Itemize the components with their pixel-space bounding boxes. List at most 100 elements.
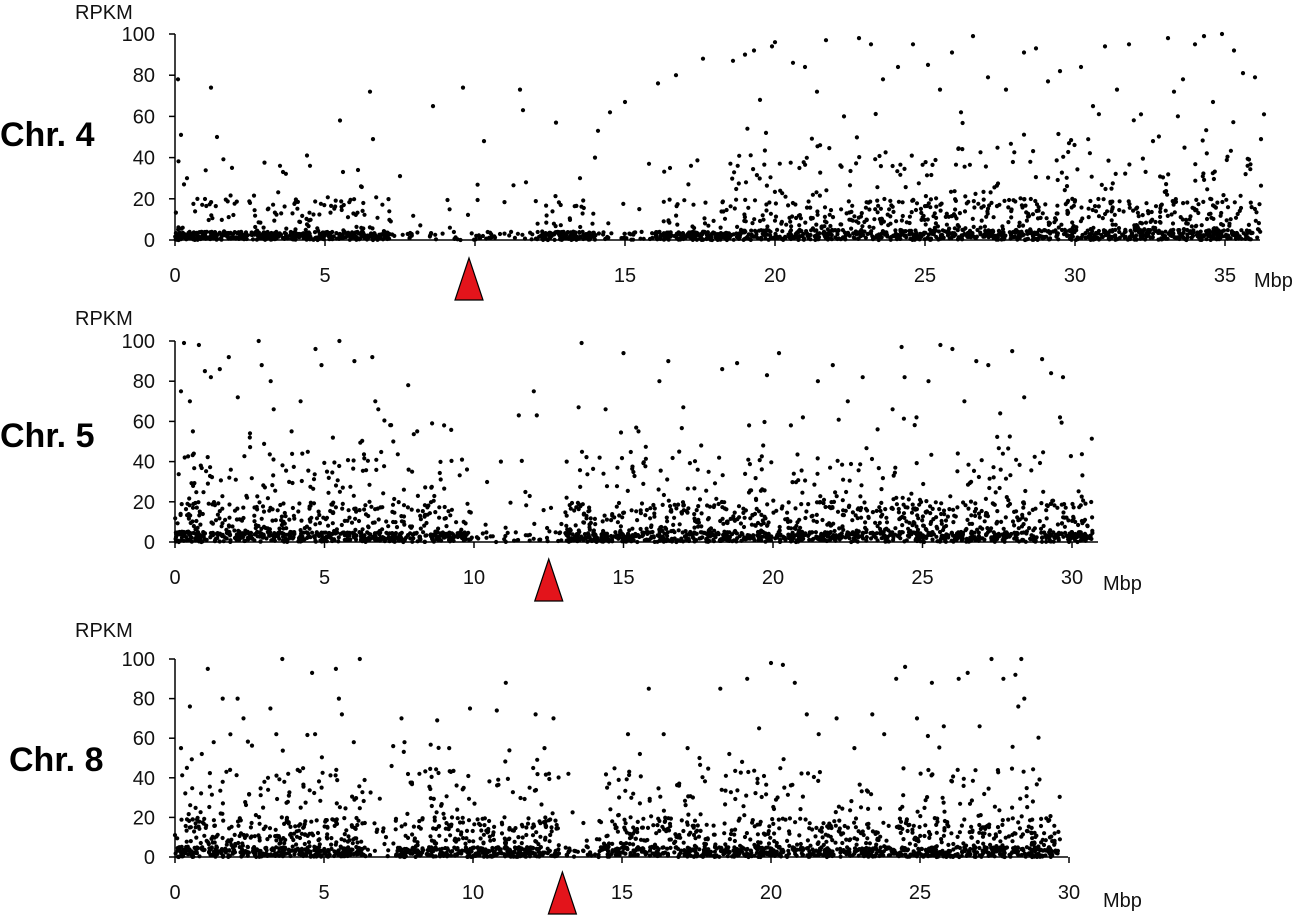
data-point [1009,232,1014,237]
data-point [567,217,573,222]
data-point [1204,151,1209,156]
data-point [1034,535,1039,540]
data-point [702,221,708,226]
data-point [422,523,427,528]
data-point [909,228,914,233]
x-tick-label: 25 [909,882,931,904]
data-point [955,451,960,456]
data-point [345,215,351,220]
data-point [197,513,202,518]
data-point [592,237,598,242]
data-point [1030,507,1035,512]
data-point [220,534,225,539]
data-point [206,217,211,223]
y-tick-label: 80 [133,65,155,87]
data-point [852,214,857,219]
data-point [391,519,396,525]
data-point [851,531,857,536]
data-point [524,503,529,508]
data-point [201,490,206,495]
data-point [732,170,737,175]
data-point [532,521,537,527]
data-point [962,164,967,169]
data-point [1219,31,1225,37]
data-point [220,521,225,526]
data-point [1224,157,1229,163]
data-point [998,467,1003,472]
data-point [967,162,973,167]
data-point [451,229,456,235]
data-point [773,214,779,219]
data-point [1023,488,1028,494]
data-point [976,530,981,535]
data-point [971,468,977,473]
x-tick-label: 15 [611,882,633,904]
data-point [333,483,339,488]
data-point [868,199,873,204]
data-point [1121,209,1126,214]
data-point [502,200,507,205]
data-point [692,231,697,236]
data-point [833,490,838,495]
data-point [995,145,1000,150]
data-point [1117,199,1122,204]
data-point [1254,210,1259,215]
data-point [647,798,652,803]
data-point [1170,199,1175,204]
data-point [800,490,805,495]
data-point [558,223,563,228]
data-point [347,515,352,520]
data-point [228,467,233,472]
data-point [292,516,297,521]
data-point [981,204,986,209]
data-point [779,219,785,224]
data-point [992,534,997,539]
data-point [955,469,960,474]
data-point [804,205,810,210]
data-point [1199,223,1204,228]
data-point [483,522,488,527]
data-point [378,505,383,510]
data-point [175,77,181,82]
data-point [910,502,915,507]
data-point [1059,170,1064,175]
data-point [659,232,664,237]
data-point [1201,34,1207,39]
data-point [1256,227,1261,232]
data-point [197,230,202,235]
data-point [224,530,229,536]
data-point [354,224,359,229]
data-point [1239,228,1244,233]
data-point [913,537,918,543]
data-point [364,468,369,473]
data-point [173,231,178,236]
data-point [648,516,653,521]
data-point [637,207,642,212]
data-point [954,532,960,537]
data-point [947,236,952,241]
data-point [856,36,862,41]
data-point [884,232,890,238]
data-point [924,173,930,178]
data-point [271,473,276,478]
data-point [877,520,882,526]
data-point [1012,234,1017,239]
data-point [921,481,926,487]
data-point [401,503,407,508]
data-point [849,226,854,231]
data-point [418,223,423,228]
data-point [286,793,291,798]
data-point [370,355,375,360]
data-point [627,537,632,542]
data-point [721,521,726,526]
data-point [181,340,187,346]
data-point [798,525,803,530]
data-point [1087,151,1092,156]
data-point [838,237,843,242]
data-point [749,228,754,233]
data-point [511,183,516,188]
data-point [289,429,294,434]
data-point [766,520,771,525]
data-point [838,222,843,227]
